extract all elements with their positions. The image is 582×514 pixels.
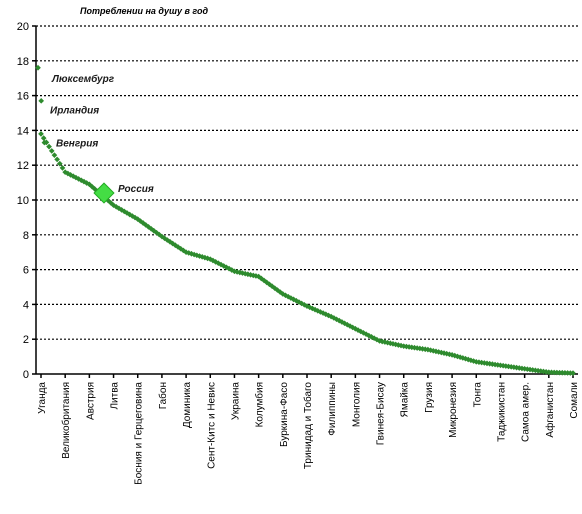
highlight-label: Россия — [118, 184, 154, 195]
y-tick-label: 12 — [17, 160, 29, 172]
data-point — [40, 135, 47, 141]
annotation-label: Люксембург — [51, 73, 115, 85]
y-tick-label: 10 — [17, 195, 29, 207]
data-point — [59, 165, 66, 171]
y-tick-label: 20 — [17, 21, 29, 33]
annotation-label: Ирландия — [50, 106, 99, 117]
x-tick-label: Самоа амер. — [521, 382, 532, 442]
x-tick-label: Микронезия — [448, 382, 459, 438]
data-point — [51, 152, 58, 158]
x-tick-label: Филиппины — [327, 382, 338, 436]
x-tick-label: Гвинея-Бисау — [376, 382, 387, 445]
x-tick-label: Тринидад и Тобаго — [302, 382, 314, 470]
x-tick-label: Сент-Китс и Невис — [206, 382, 217, 469]
x-tick-label: Таджикистан — [496, 382, 507, 442]
data-point — [38, 97, 45, 104]
data-point — [54, 156, 60, 163]
y-tick-label: 6 — [23, 265, 29, 277]
y-tick-label: 0 — [23, 369, 29, 381]
y-tick-label: 14 — [17, 125, 29, 137]
x-tick-label: Украина — [230, 382, 241, 421]
x-tick-label: Босния и Герцеговина — [134, 382, 145, 485]
x-tick-label: Грузия — [424, 382, 435, 413]
x-tick-label: Сомали — [569, 382, 580, 419]
x-tick-label: Ямайка — [400, 382, 411, 418]
y-tick-label: 4 — [23, 299, 29, 311]
annotation-label: Венгрия — [56, 139, 98, 150]
x-tick-label: Уганда — [37, 382, 48, 414]
y-tick-label: 8 — [23, 230, 29, 242]
x-tick-label: Монголия — [351, 382, 362, 427]
y-tick-label: 2 — [23, 334, 29, 346]
x-tick-label: Афганистан — [544, 382, 556, 438]
x-tick-label: Габон — [157, 382, 169, 409]
x-tick-label: Буркина-Фасо — [279, 382, 290, 447]
data-point — [38, 131, 44, 137]
data-point — [48, 148, 55, 154]
highlight-point — [93, 182, 115, 204]
x-tick-label: Тонга — [472, 382, 483, 408]
x-tick-label: Доминика — [182, 382, 193, 429]
chart-title: Потреблении на душу в год — [80, 6, 208, 16]
x-tick-label: Колумбия — [254, 382, 266, 427]
x-tick-label: Австрия — [85, 382, 96, 420]
y-tick-label: 18 — [17, 56, 29, 68]
x-tick-label: Литва — [110, 382, 121, 410]
y-tick-label: 16 — [17, 91, 29, 103]
data-point — [46, 143, 52, 150]
x-tick-label: Великобритания — [60, 382, 72, 459]
data-point — [570, 370, 576, 376]
